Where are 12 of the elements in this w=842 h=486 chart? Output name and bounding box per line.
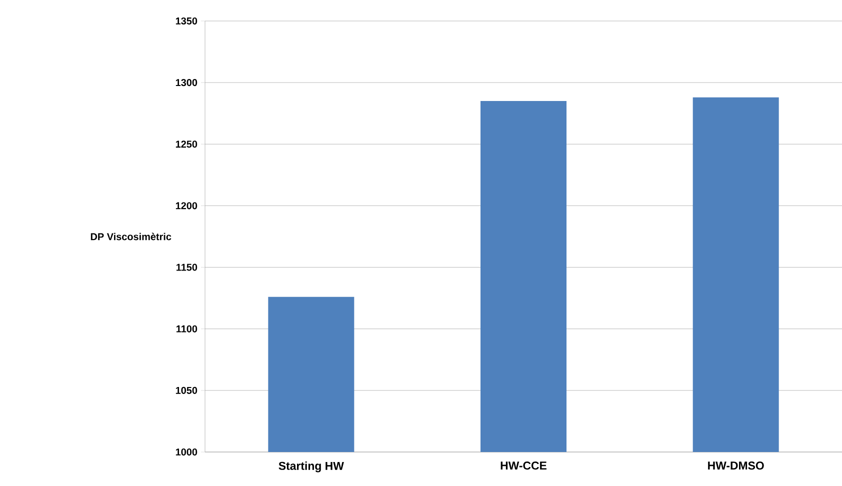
x-tick-label: HW-DMSO <box>708 462 764 470</box>
y-tick-label: 1000 <box>176 448 198 456</box>
x-tick-label: Starting HW <box>278 462 344 472</box>
y-tick-label: 1250 <box>176 140 198 148</box>
y-tick-label: 1050 <box>176 386 198 394</box>
y-tick-label: 1350 <box>176 17 198 25</box>
y-tick-label: 1300 <box>176 79 198 86</box>
y-axis-title: DP Viscosimètric <box>90 232 172 240</box>
y-tick-label: 1200 <box>176 202 198 210</box>
y-tick-label: 1100 <box>176 325 198 332</box>
x-tick-label: HW-CCE <box>500 462 546 470</box>
y-tick-label: 1150 <box>176 264 198 271</box>
